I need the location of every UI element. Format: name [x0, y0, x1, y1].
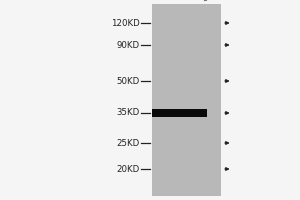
- Text: MCF-7: MCF-7: [184, 0, 211, 5]
- Text: 50KD: 50KD: [116, 76, 140, 86]
- Text: 20KD: 20KD: [116, 164, 140, 173]
- Text: 90KD: 90KD: [116, 40, 140, 49]
- Bar: [152, 4, 220, 196]
- Text: 35KD: 35KD: [116, 108, 140, 117]
- Bar: [152, 109, 207, 117]
- Text: 25KD: 25KD: [116, 138, 140, 148]
- Text: 120KD: 120KD: [111, 19, 140, 27]
